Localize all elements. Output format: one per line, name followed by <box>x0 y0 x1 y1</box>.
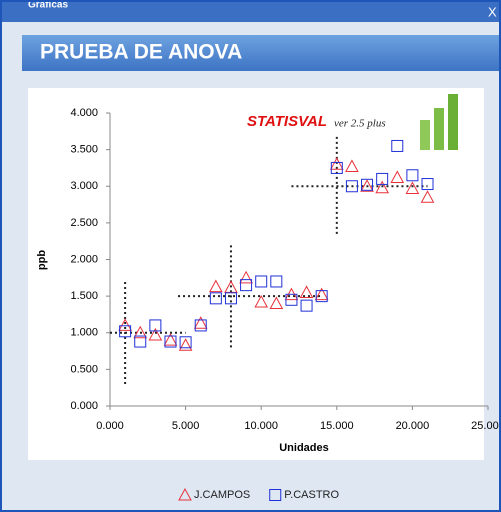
x-tick-label: 25.000 <box>471 420 499 432</box>
legend-marker <box>270 490 281 501</box>
y-axis-title: ppb <box>36 250 48 270</box>
close-button[interactable]: X <box>488 4 497 19</box>
y-tick-label: 2.000 <box>70 253 98 265</box>
window: Gráficas X PRUEBA DE ANOVA STATISVAL ver… <box>0 0 501 512</box>
logo-version: ver 2.5 plus <box>334 118 386 130</box>
logo-icon <box>448 94 458 150</box>
title-bar <box>2 2 499 22</box>
x-tick-label: 10.000 <box>244 420 278 432</box>
x-tick-label: 20.000 <box>396 420 430 432</box>
y-tick-label: 4.000 <box>70 107 98 119</box>
x-tick-label: 5.000 <box>172 420 200 432</box>
y-tick-label: 2.500 <box>70 217 98 229</box>
y-tick-label: 1.000 <box>70 327 98 339</box>
y-tick-label: 0.000 <box>70 400 98 412</box>
x-axis-title: Unidades <box>279 442 329 454</box>
header-title: PRUEBA DE ANOVA <box>40 41 242 64</box>
logo-icon <box>420 120 430 150</box>
chart: Gráficas X PRUEBA DE ANOVA STATISVAL ver… <box>2 2 499 510</box>
legend-label: J.CAMPOS <box>194 489 250 501</box>
y-tick-label: 3.500 <box>70 144 98 156</box>
legend-label: P.CASTRO <box>284 489 339 501</box>
window-title: Gráficas <box>28 2 68 11</box>
y-tick-label: 0.500 <box>70 363 98 375</box>
x-tick-label: 0.000 <box>96 420 124 432</box>
legend-marker <box>179 489 191 500</box>
logo-name: STATISVAL <box>247 113 327 130</box>
y-tick-label: 1.500 <box>70 290 98 302</box>
x-tick-label: 15.000 <box>320 420 354 432</box>
logo-icon <box>434 108 444 150</box>
y-tick-label: 3.000 <box>70 180 98 192</box>
